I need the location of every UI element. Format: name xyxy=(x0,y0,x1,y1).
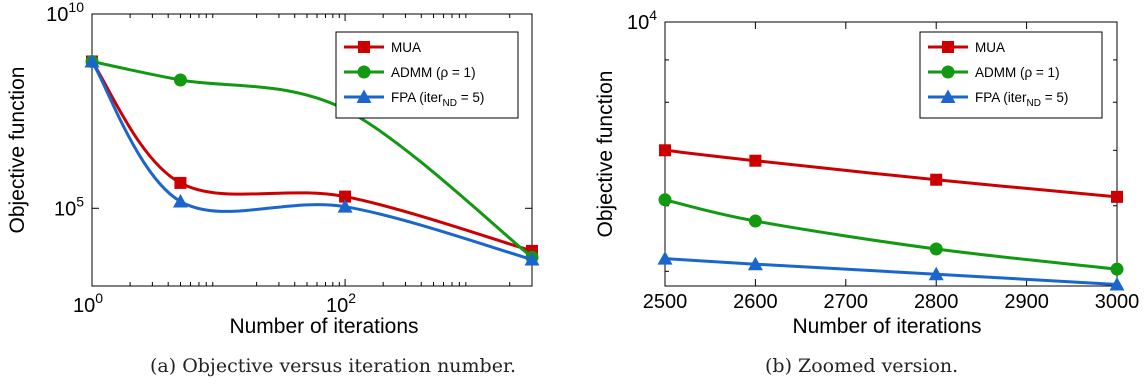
y-tick-label: 105 xyxy=(54,193,84,220)
series-circle xyxy=(658,193,1124,276)
series-line xyxy=(665,257,1117,286)
series-line xyxy=(665,198,1117,271)
x-tick-label: 3000 xyxy=(1095,291,1140,313)
plot-area xyxy=(91,13,533,287)
data-point-square xyxy=(942,41,954,53)
legend-item: ADMM (ρ = 1) xyxy=(344,65,476,80)
data-point-square xyxy=(930,173,943,186)
data-point-triangle xyxy=(524,252,540,266)
x-tick-label: 2800 xyxy=(914,291,959,313)
data-point-circle xyxy=(941,65,955,79)
data-point-triangle xyxy=(356,89,372,103)
chart-a: 100 102 105 1010 Number of iterations Objecti… xyxy=(6,0,540,338)
legend-label: FPA (iterND = 5) xyxy=(391,90,484,109)
x-axis-label: Number of iterations xyxy=(229,315,418,338)
series-line xyxy=(665,148,1117,199)
legend-item: FPA (iterND = 5) xyxy=(344,89,484,109)
x-tick-label: 2600 xyxy=(733,291,778,313)
data-point-triangle xyxy=(928,266,944,281)
y-axis-label: Objective function xyxy=(594,71,617,238)
data-point-circle xyxy=(357,65,371,79)
data-point-triangle xyxy=(84,53,100,68)
data-point-circle xyxy=(929,242,943,256)
y-tick-label: 104 xyxy=(627,7,657,34)
legend-item: MUA xyxy=(344,40,421,55)
legend-item: FPA (iterND = 5) xyxy=(928,89,1068,109)
data-point-square xyxy=(339,190,352,203)
chart-b: 2500 2600 2700 2800 2900 3000 104 Number of ite… xyxy=(594,7,1139,338)
y-axis-label: Objective function xyxy=(6,67,29,234)
data-point-triangle xyxy=(172,193,188,208)
x-tick-label: 2900 xyxy=(1004,291,1049,313)
series-triangle xyxy=(84,53,540,266)
x-tick-label: 2500 xyxy=(643,291,688,313)
legend-label: FPA (iterND = 5) xyxy=(975,90,1068,109)
x-tick-label: 102 xyxy=(326,290,356,317)
data-point-triangle xyxy=(747,256,763,271)
y-tick-label: 1010 xyxy=(46,0,84,26)
legend-item: ADMM (ρ = 1) xyxy=(928,65,1060,80)
data-point-circle xyxy=(658,193,672,207)
data-point-triangle xyxy=(940,89,956,103)
data-point-square xyxy=(749,154,762,167)
legend-label: ADMM (ρ = 1) xyxy=(391,65,476,80)
caption-b: (b) Zoomed version. xyxy=(765,355,959,377)
data-point-square xyxy=(358,41,370,53)
data-point-triangle xyxy=(337,199,353,213)
x-tick-label: 100 xyxy=(73,290,103,317)
data-point-circle xyxy=(748,214,762,228)
series-triangle xyxy=(657,251,1125,291)
data-point-triangle xyxy=(1109,277,1125,291)
x-tick-label: 2700 xyxy=(824,291,869,313)
data-point-square xyxy=(174,176,187,189)
x-axis-label: Number of iterations xyxy=(792,315,981,338)
series-line xyxy=(92,60,532,253)
caption-a: (a) Objective versus iteration number. xyxy=(150,355,517,377)
data-point-square xyxy=(1111,190,1123,203)
legend-label: MUA xyxy=(391,40,421,55)
data-point-circle xyxy=(1110,262,1124,276)
series-line xyxy=(92,60,532,261)
series-square xyxy=(659,144,1123,203)
data-point-circle xyxy=(173,73,187,87)
data-point-triangle xyxy=(657,251,673,265)
series-line xyxy=(92,60,532,259)
legend-label: ADMM (ρ = 1) xyxy=(975,65,1060,80)
legend-item: MUA xyxy=(928,40,1005,55)
legend-label: MUA xyxy=(975,40,1005,55)
data-point-square xyxy=(659,144,671,157)
